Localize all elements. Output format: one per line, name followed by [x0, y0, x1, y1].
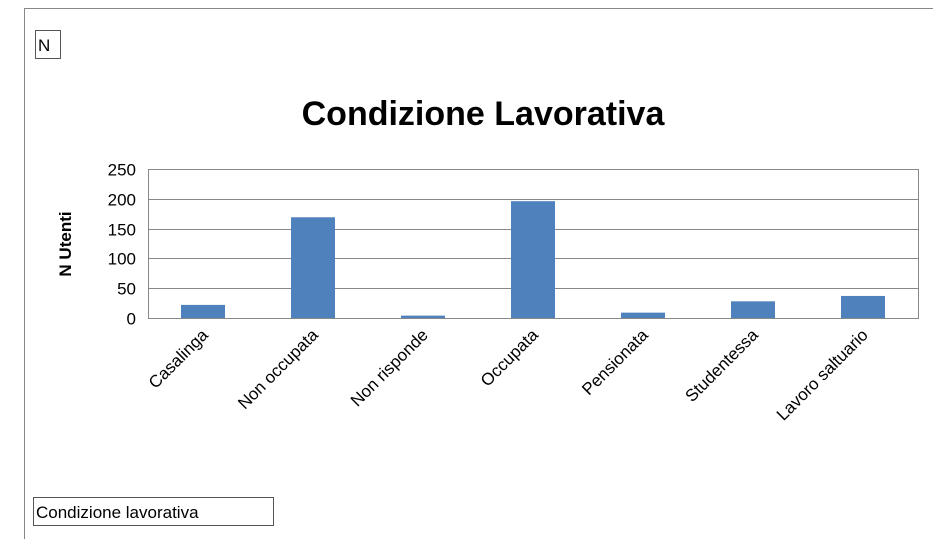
- bar: [731, 301, 775, 318]
- axis-field-label[interactable]: Condizione lavorativa: [36, 503, 199, 522]
- value-field-button[interactable]: [35, 30, 61, 59]
- chart-title: Condizione Lavorativa: [302, 95, 666, 133]
- value-field-label[interactable]: N: [38, 36, 50, 55]
- axis-field-button[interactable]: [33, 497, 274, 526]
- bar: [511, 201, 555, 318]
- bar: [841, 295, 885, 318]
- bar: [291, 217, 335, 318]
- y-tick-label: 100: [108, 250, 136, 269]
- bar: [181, 304, 225, 318]
- chart-frame: [24, 8, 933, 539]
- y-tick-label: 200: [108, 191, 136, 210]
- bar: [401, 315, 445, 318]
- y-tick-label: 150: [108, 221, 136, 240]
- y-tick-label: 250: [108, 161, 136, 180]
- bar: [621, 312, 665, 318]
- y-tick-label: 0: [127, 310, 136, 329]
- y-tick-label: 50: [117, 280, 136, 299]
- y-axis-title: N Utenti: [56, 211, 75, 276]
